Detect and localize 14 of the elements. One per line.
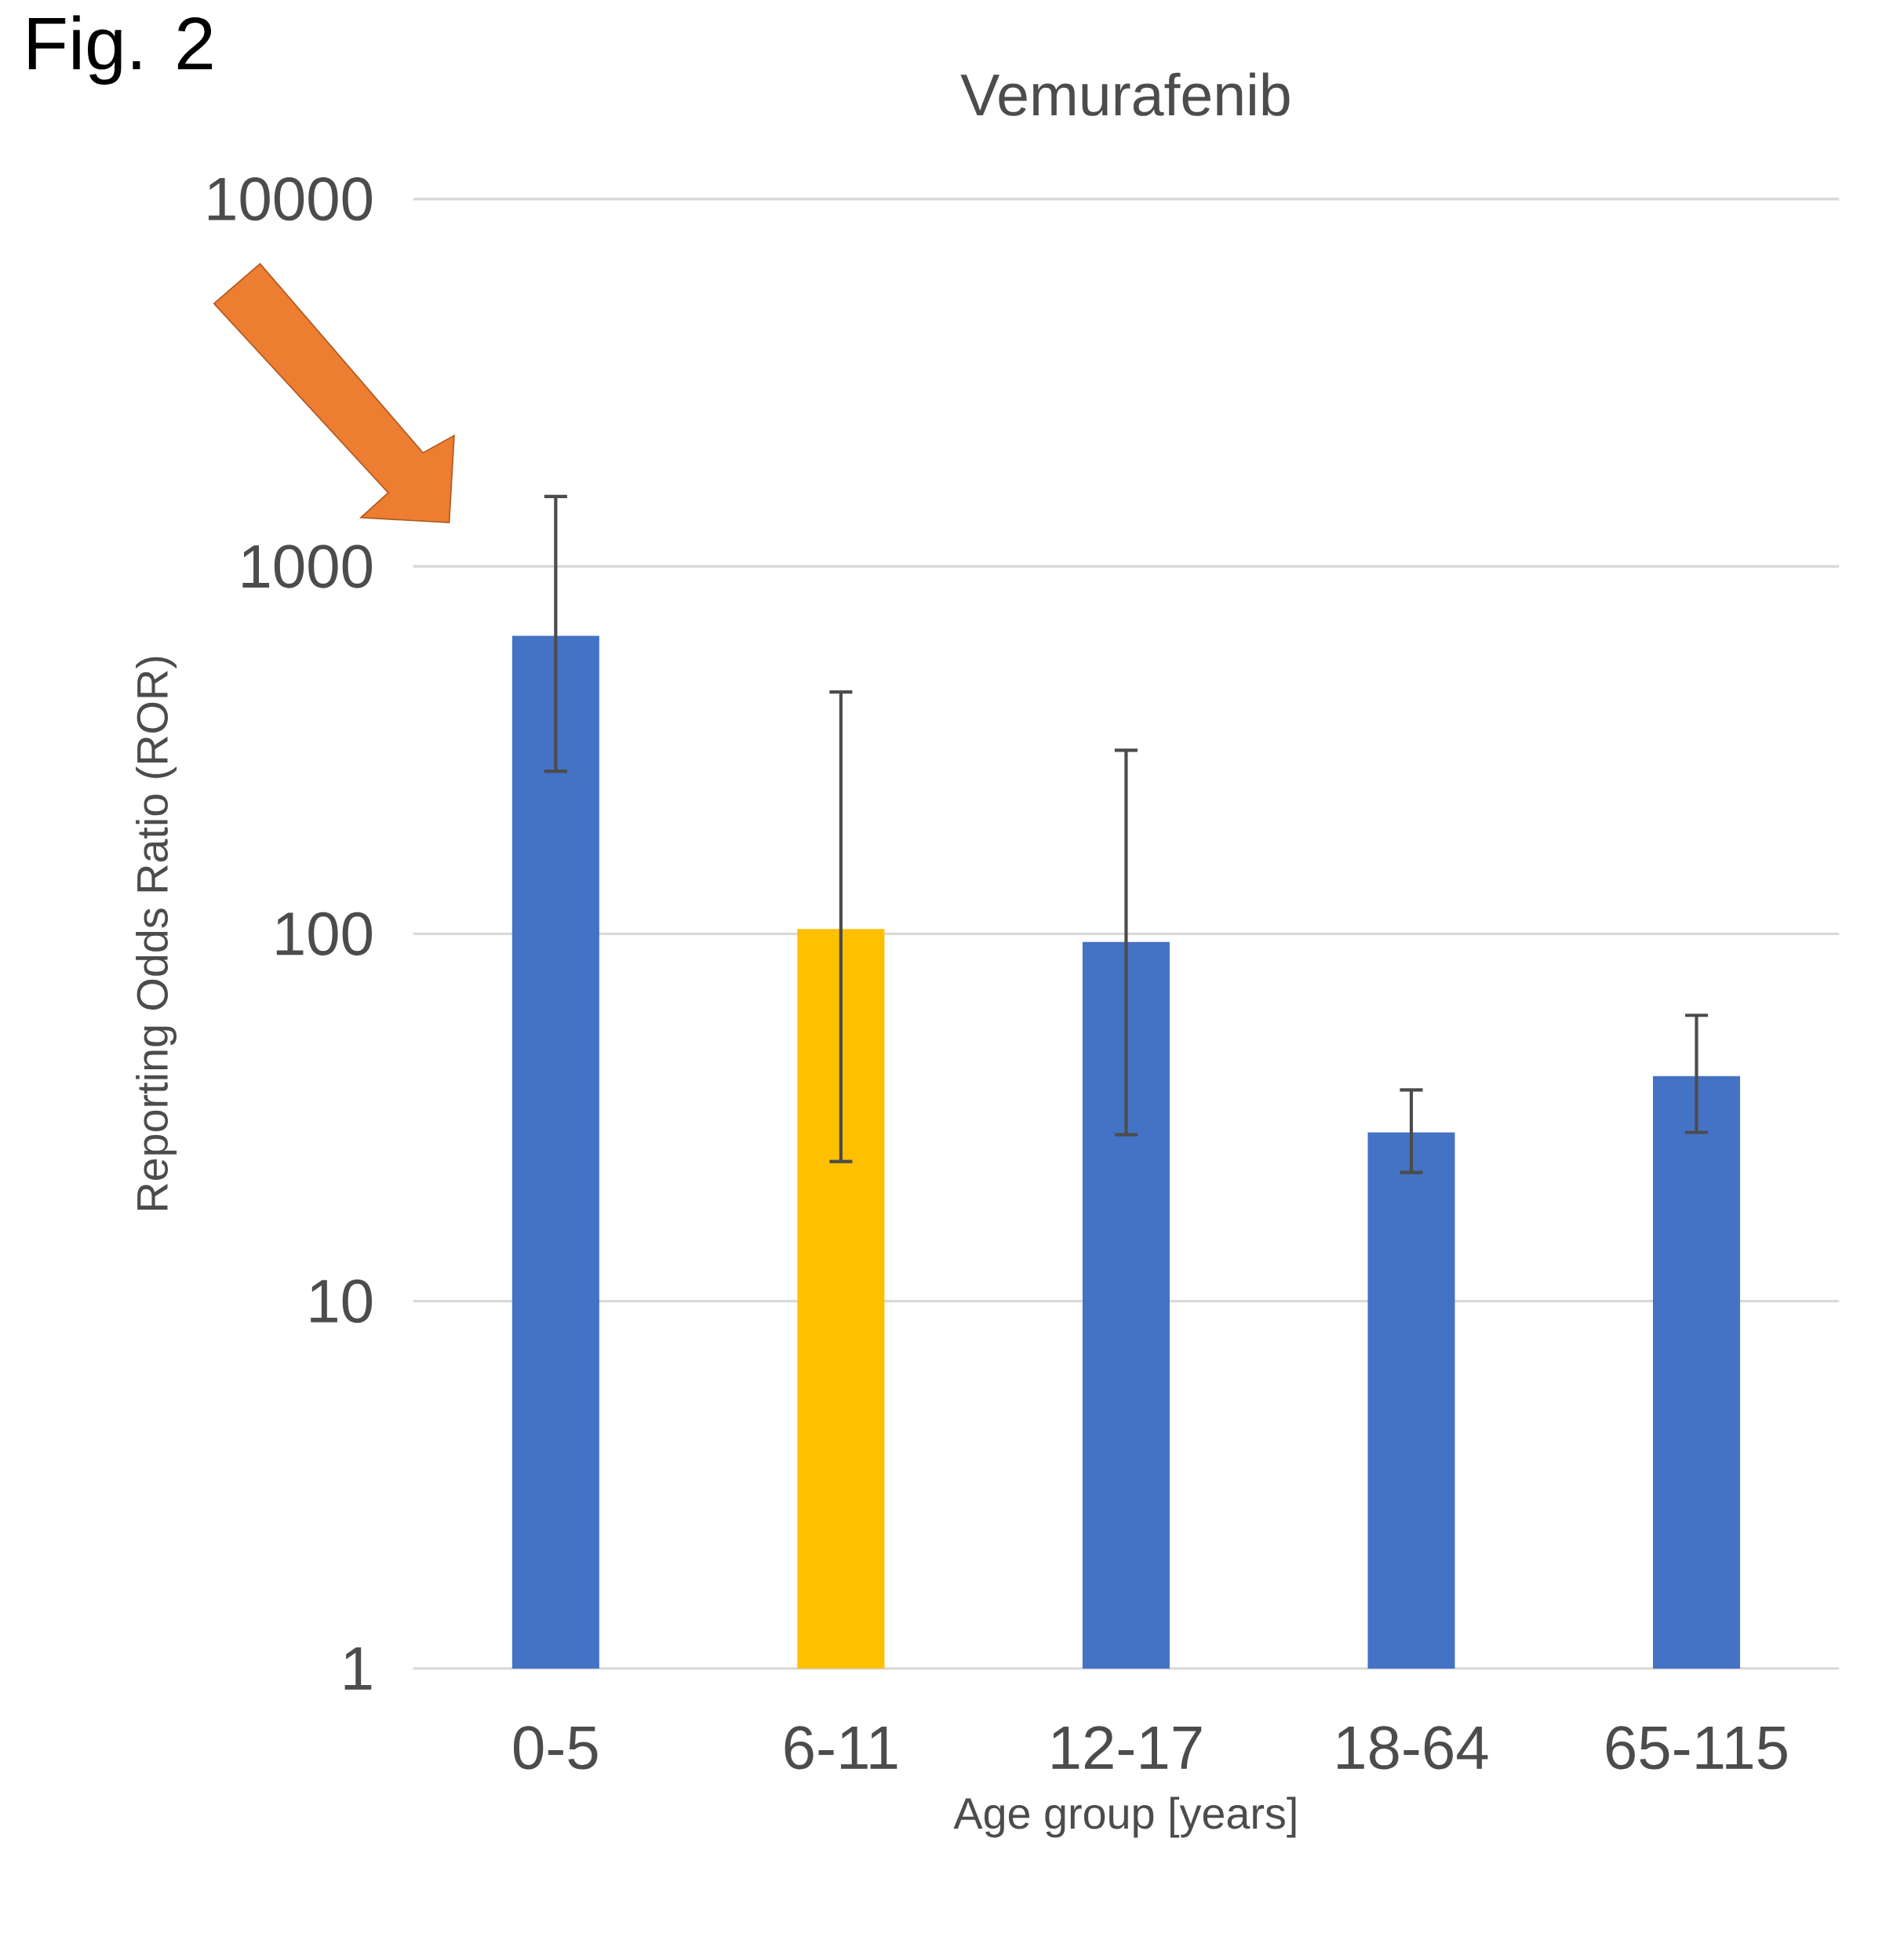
chart-title: Vemurafenib	[960, 72, 1290, 116]
y-tick-label: 10	[311, 1279, 373, 1323]
x-tick-label: 0-5	[514, 1726, 598, 1770]
y-tick-label: 100	[276, 912, 373, 955]
x-tick-label: 6-11	[785, 1726, 897, 1770]
caption: Fig. 2	[29, 15, 213, 85]
y-axis-title: Reporting Odds Ratio (ROR)	[136, 657, 177, 1210]
x-tick-label: 65-115	[1607, 1726, 1787, 1770]
y-tick-label: 1	[344, 1647, 372, 1690]
y-tick-label: 1000	[242, 544, 373, 588]
y-tick-label: 10000	[209, 177, 373, 221]
x-tick-label: 12-17	[1052, 1726, 1202, 1769]
x-axis-title: Age group [years]	[953, 1796, 1296, 1838]
x-tick-label: 18-64	[1338, 1726, 1488, 1770]
